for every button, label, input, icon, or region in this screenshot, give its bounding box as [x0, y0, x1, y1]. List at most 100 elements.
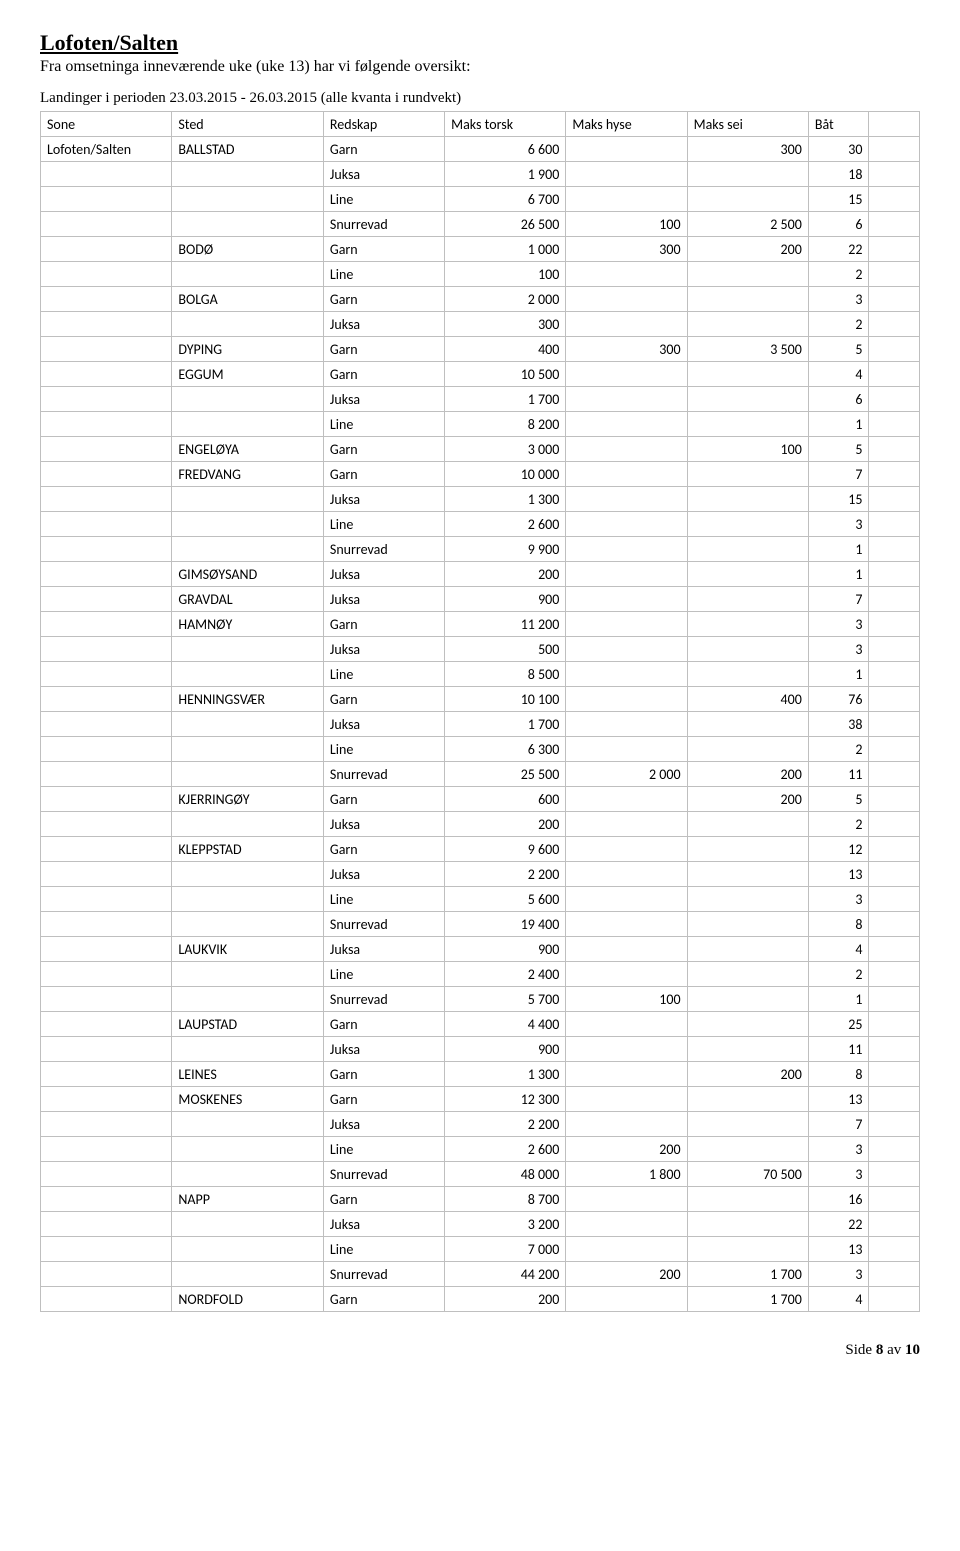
cell — [566, 287, 687, 312]
cell — [566, 262, 687, 287]
cell — [172, 962, 324, 987]
table-row: Juksa3002 — [41, 312, 920, 337]
cell: 4 400 — [445, 1012, 566, 1037]
cell: 7 — [808, 587, 869, 612]
cell: Line — [323, 262, 444, 287]
cell — [172, 887, 324, 912]
cell — [869, 337, 920, 362]
cell — [172, 812, 324, 837]
cell — [172, 387, 324, 412]
cell — [687, 1212, 808, 1237]
cell — [566, 1087, 687, 1112]
cell — [566, 687, 687, 712]
cell: BODØ — [172, 237, 324, 262]
cell — [869, 862, 920, 887]
cell — [41, 837, 172, 862]
cell: Garn — [323, 337, 444, 362]
cell: 200 — [687, 787, 808, 812]
cell — [172, 212, 324, 237]
cell — [687, 462, 808, 487]
cell: 200 — [687, 762, 808, 787]
cell: 2 000 — [566, 762, 687, 787]
cell: 5 — [808, 437, 869, 462]
cell: Garn — [323, 287, 444, 312]
cell: Garn — [323, 787, 444, 812]
cell: 9 600 — [445, 837, 566, 862]
cell — [869, 687, 920, 712]
table-row: Snurrevad25 5002 00020011 — [41, 762, 920, 787]
cell — [687, 387, 808, 412]
cell: 200 — [445, 812, 566, 837]
cell: Juksa — [323, 312, 444, 337]
cell — [687, 1012, 808, 1037]
cell — [687, 737, 808, 762]
table-row: Snurrevad9 9001 — [41, 537, 920, 562]
cell — [41, 387, 172, 412]
landings-table: Sone Sted Redskap Maks torsk Maks hyse M… — [40, 111, 920, 1312]
cell: 400 — [445, 337, 566, 362]
cell: Garn — [323, 1087, 444, 1112]
cell: 15 — [808, 487, 869, 512]
table-row: Juksa1 70038 — [41, 712, 920, 737]
cell — [687, 612, 808, 637]
cell: NAPP — [172, 1187, 324, 1212]
cell — [687, 837, 808, 862]
cell — [41, 1162, 172, 1187]
cell — [687, 962, 808, 987]
table-row: NORDFOLDGarn2001 7004 — [41, 1287, 920, 1312]
cell — [869, 937, 920, 962]
cell: Lofoten/Salten — [41, 137, 172, 162]
cell: KLEPPSTAD — [172, 837, 324, 862]
cell — [566, 862, 687, 887]
cell — [172, 1262, 324, 1287]
cell — [869, 1037, 920, 1062]
cell — [41, 412, 172, 437]
cell: Snurrevad — [323, 537, 444, 562]
cell — [869, 787, 920, 812]
cell: 1 300 — [445, 487, 566, 512]
cell: 3 500 — [687, 337, 808, 362]
cell — [869, 1187, 920, 1212]
cell — [566, 137, 687, 162]
cell — [172, 662, 324, 687]
cell: Juksa — [323, 487, 444, 512]
cell — [41, 487, 172, 512]
cell: DYPING — [172, 337, 324, 362]
cell — [869, 612, 920, 637]
cell: HENNINGSVÆR — [172, 687, 324, 712]
cell: 2 200 — [445, 862, 566, 887]
cell — [869, 362, 920, 387]
cell — [869, 1087, 920, 1112]
cell — [687, 412, 808, 437]
cell — [41, 1187, 172, 1212]
cell: 25 500 — [445, 762, 566, 787]
cell — [687, 862, 808, 887]
cell — [687, 987, 808, 1012]
table-row: GIMSØYSANDJuksa2001 — [41, 562, 920, 587]
cell — [869, 737, 920, 762]
cell: Garn — [323, 1012, 444, 1037]
cell: NORDFOLD — [172, 1287, 324, 1312]
cell — [172, 912, 324, 937]
cell — [869, 187, 920, 212]
cell — [869, 887, 920, 912]
cell — [566, 962, 687, 987]
footer-mid: av — [883, 1342, 905, 1358]
cell: Garn — [323, 1062, 444, 1087]
cell — [41, 637, 172, 662]
cell — [172, 537, 324, 562]
cell: LAUPSTAD — [172, 1012, 324, 1037]
cell: 200 — [445, 562, 566, 587]
cell: Snurrevad — [323, 1162, 444, 1187]
cell — [687, 937, 808, 962]
cell — [869, 1212, 920, 1237]
cell — [566, 412, 687, 437]
table-row: Snurrevad48 0001 80070 5003 — [41, 1162, 920, 1187]
cell: Snurrevad — [323, 212, 444, 237]
cell: Line — [323, 887, 444, 912]
cell: 16 — [808, 1187, 869, 1212]
cell: Snurrevad — [323, 912, 444, 937]
cell: 12 — [808, 837, 869, 862]
cell — [41, 1037, 172, 1062]
cell: Garn — [323, 1187, 444, 1212]
